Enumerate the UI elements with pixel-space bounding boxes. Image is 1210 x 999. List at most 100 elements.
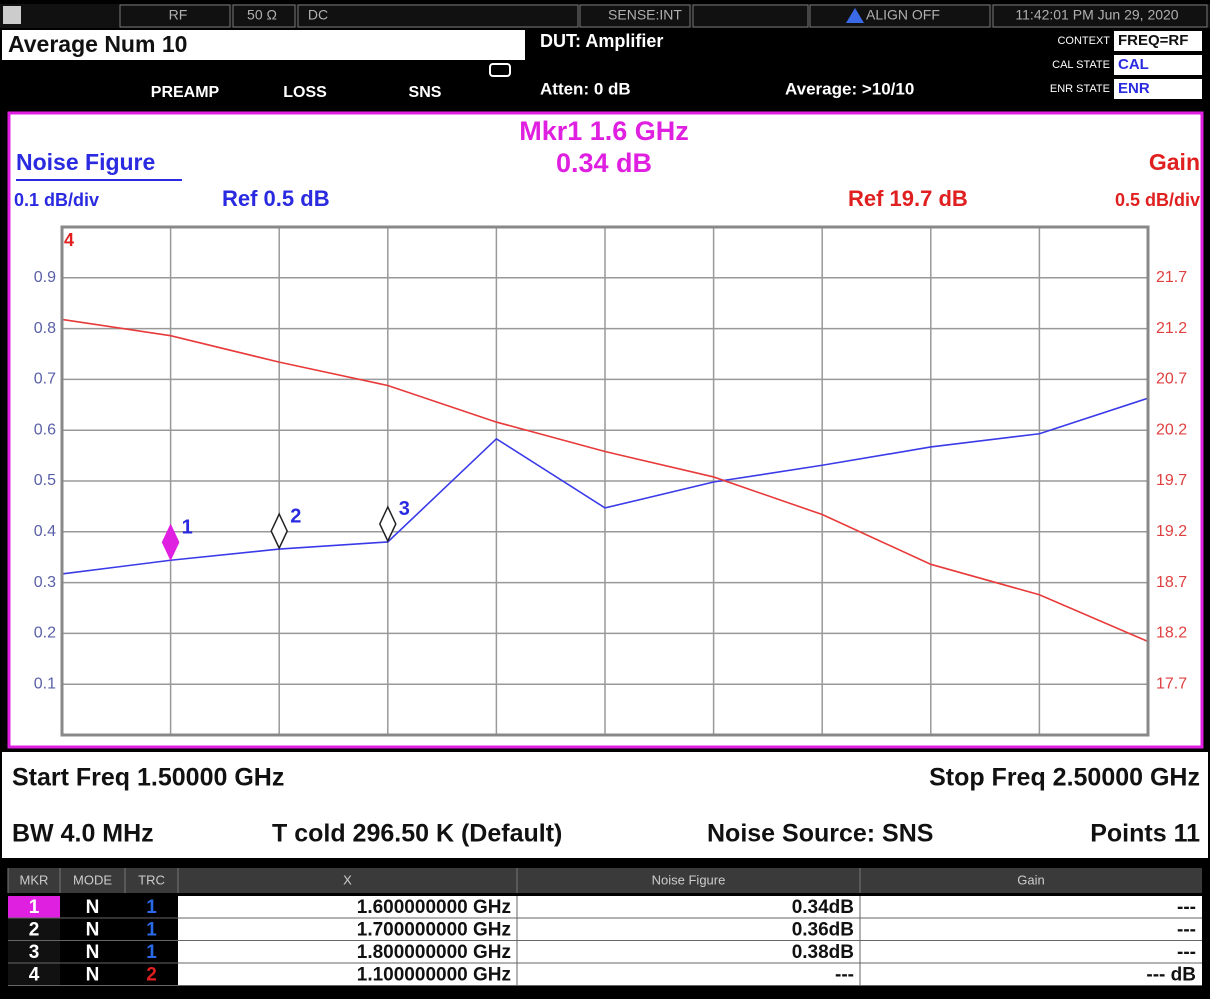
- table-cell: 1.600000000 GHz: [357, 897, 511, 918]
- status-impedance: 50 Ω: [247, 7, 277, 23]
- t-cold: T cold 296.50 K (Default): [272, 820, 562, 848]
- table-cell: 1: [146, 897, 157, 918]
- dut: DUT: Amplifier: [540, 31, 663, 51]
- settings-area: [2, 752, 1208, 858]
- y-tick-label: 0.8: [34, 320, 56, 337]
- table-cell: 4: [29, 965, 40, 986]
- right-scale: 0.5 dB/div: [1115, 190, 1200, 210]
- marker-diamond: [270, 512, 289, 550]
- table-cell: 2: [146, 965, 157, 986]
- right-ref: Ref 19.7 dB: [848, 186, 968, 211]
- left-axis-title: Noise Figure: [16, 149, 155, 175]
- column-header: TRC: [138, 872, 165, 887]
- column-header: MODE: [73, 872, 112, 887]
- table-cell: N: [86, 942, 100, 963]
- column-header: X: [343, 872, 352, 887]
- status-frames: [119, 4, 1208, 28]
- offscreen-marker: 4: [64, 230, 74, 250]
- y2-tick-label: 21.7: [1156, 269, 1187, 286]
- table-cell: 1: [29, 897, 40, 918]
- y-tick-label: 0.1: [34, 675, 56, 692]
- logo: [3, 6, 21, 24]
- y-tick-label: 0.7: [34, 371, 56, 388]
- marker-label: 1: [182, 517, 193, 539]
- table-cell: ---: [1177, 920, 1196, 941]
- right-axis-title: Gain: [1149, 149, 1200, 175]
- state-name: ENR STATE: [1050, 83, 1110, 95]
- state-box: [1114, 31, 1202, 51]
- state-name: CONTEXT: [1057, 35, 1110, 47]
- state-value: ENR: [1118, 80, 1150, 97]
- points: Points 11: [1090, 820, 1200, 848]
- table-cell: 1: [146, 942, 157, 963]
- softkey[interactable]: LOSS: [283, 84, 327, 101]
- table-cell: ---: [1177, 897, 1196, 918]
- left-ref: Ref 0.5 dB: [222, 186, 330, 211]
- y2-tick-label: 21.2: [1156, 320, 1187, 337]
- status-rf: RF: [169, 7, 188, 23]
- start-freq: Start Freq 1.50000 GHz: [12, 764, 284, 792]
- marker-table: MKR MODE TRC X Noise Figure Gain 1 N 1 1.60000000…: [7, 868, 1202, 986]
- table-cell: 0.34dB: [792, 897, 854, 918]
- column-header: Noise Figure: [652, 872, 726, 887]
- marker-readout: Mkr1 1.6 GHz: [519, 116, 689, 146]
- table-cell: 1.700000000 GHz: [357, 920, 511, 941]
- left-scale: 0.1 dB/div: [14, 190, 99, 210]
- table-cell: 1: [146, 920, 157, 941]
- row-key-bg: [8, 896, 60, 918]
- average-count: Average: >10/10: [785, 79, 914, 98]
- table-cell: 0.38dB: [792, 942, 854, 963]
- table-cell: ---: [835, 965, 854, 986]
- plot-frame: [60, 225, 1150, 737]
- table-cell: --- dB: [1146, 965, 1196, 986]
- y-tick-label: 0.6: [34, 421, 56, 438]
- state-value: FREQ=RF: [1118, 32, 1188, 49]
- y2-tick-label: 20.7: [1156, 371, 1187, 388]
- row-bg: [178, 918, 1202, 941]
- table-cell: 1.100000000 GHz: [357, 965, 511, 986]
- marker-diamond: [161, 523, 180, 562]
- table-cell: 3: [29, 942, 40, 963]
- y2-tick-label: 17.7: [1156, 675, 1187, 692]
- row-bg: [178, 896, 1202, 918]
- warning-icon: [846, 8, 864, 23]
- y2-tick-label: 18.2: [1156, 625, 1187, 642]
- table-cell: N: [86, 965, 100, 986]
- swap-icon: [489, 63, 511, 77]
- table-cell: N: [86, 897, 100, 918]
- stop-freq: Stop Freq 2.50000 GHz: [929, 764, 1200, 792]
- table-header-bg: [8, 868, 1202, 893]
- marker-value: 0.34 dB: [556, 148, 652, 178]
- column-header: MKR: [20, 872, 49, 887]
- table-cell: 0.36dB: [792, 920, 854, 941]
- status-sense: SENSE:INT: [608, 7, 682, 23]
- y2-tick-label: 20.2: [1156, 421, 1187, 438]
- row-bg: [178, 963, 1202, 986]
- marker-label: 2: [290, 505, 301, 527]
- trace: [61, 397, 1149, 575]
- state-name: CAL STATE: [1052, 59, 1110, 71]
- y-tick-label: 0.5: [34, 472, 56, 489]
- row-key-bg: [8, 963, 60, 986]
- y-tick-label: 0.3: [34, 574, 56, 591]
- status-align: ALIGN OFF: [866, 7, 940, 23]
- table-cell: 2: [29, 920, 40, 941]
- y2-tick-label: 19.2: [1156, 523, 1187, 540]
- y-tick-label: 0.2: [34, 625, 56, 642]
- softkey[interactable]: SNS: [409, 84, 442, 101]
- measurement-title: Average Num 10: [8, 31, 187, 57]
- status-time: 11:42:01 PM Jun 29, 2020: [1015, 7, 1178, 23]
- row-bg: [178, 941, 1202, 963]
- state-box: [1114, 79, 1202, 99]
- table-cell: ---: [1177, 942, 1196, 963]
- state-value: CAL: [1118, 56, 1149, 73]
- marker-label: 3: [399, 498, 410, 520]
- y-tick-label: 0.4: [34, 523, 56, 540]
- column-header: Gain: [1017, 872, 1044, 887]
- softkey[interactable]: PREAMP: [151, 84, 220, 101]
- status-coupling: DC: [308, 7, 328, 23]
- marker-diamond: [378, 505, 397, 543]
- table-cell: 1.800000000 GHz: [357, 942, 511, 963]
- y2-tick-label: 19.7: [1156, 472, 1187, 489]
